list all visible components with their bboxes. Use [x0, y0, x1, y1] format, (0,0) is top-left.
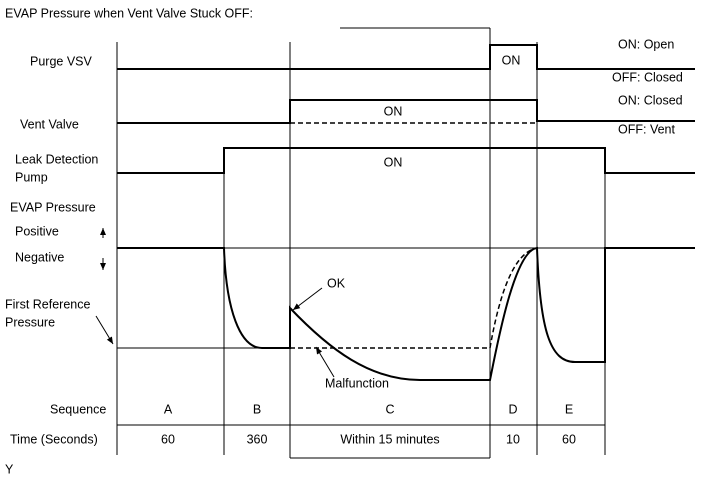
- time-step: 60: [562, 432, 576, 446]
- sequence-step: B: [253, 402, 261, 416]
- sequence-step: C: [385, 402, 394, 416]
- row-label: EVAP Pressure: [10, 200, 96, 214]
- state-label: ON: [502, 53, 521, 67]
- sequence-step: A: [164, 402, 173, 416]
- axis-label: Negative: [15, 250, 64, 264]
- row-label: Pump: [15, 170, 48, 184]
- arrows: [95, 228, 335, 378]
- state-label: ON: Open: [618, 37, 674, 51]
- state-label: ON: [384, 104, 403, 118]
- signals: [117, 44, 695, 381]
- time-step: Within 15 minutes: [340, 432, 439, 446]
- row-label: Vent Valve: [20, 117, 79, 131]
- grid: [116, 27, 695, 459]
- sequence-step: E: [565, 402, 573, 416]
- axis-label: Positive: [15, 224, 59, 238]
- row-label: Sequence: [50, 402, 106, 416]
- annotation: Malfunction: [325, 376, 389, 390]
- axis-label: First Reference: [5, 297, 90, 311]
- footer: Y: [5, 462, 14, 476]
- labels: EVAP Pressure when Vent Valve Stuck OFF:…: [5, 6, 683, 476]
- time-step: 10: [506, 432, 520, 446]
- sequence-step: D: [508, 402, 517, 416]
- title: EVAP Pressure when Vent Valve Stuck OFF:: [5, 6, 253, 20]
- state-label: ON: [384, 155, 403, 169]
- axis-label: Pressure: [5, 315, 55, 329]
- time-step: 60: [161, 432, 175, 446]
- row-label: Leak Detection: [15, 152, 98, 166]
- state-label: ON: Closed: [618, 93, 683, 107]
- time-step: 360: [247, 432, 268, 446]
- row-label: Time (Seconds): [10, 432, 98, 446]
- annotation: OK: [327, 276, 346, 290]
- state-label: OFF: Closed: [612, 70, 683, 84]
- state-label: OFF: Vent: [618, 122, 675, 136]
- row-label: Purge VSV: [30, 54, 93, 68]
